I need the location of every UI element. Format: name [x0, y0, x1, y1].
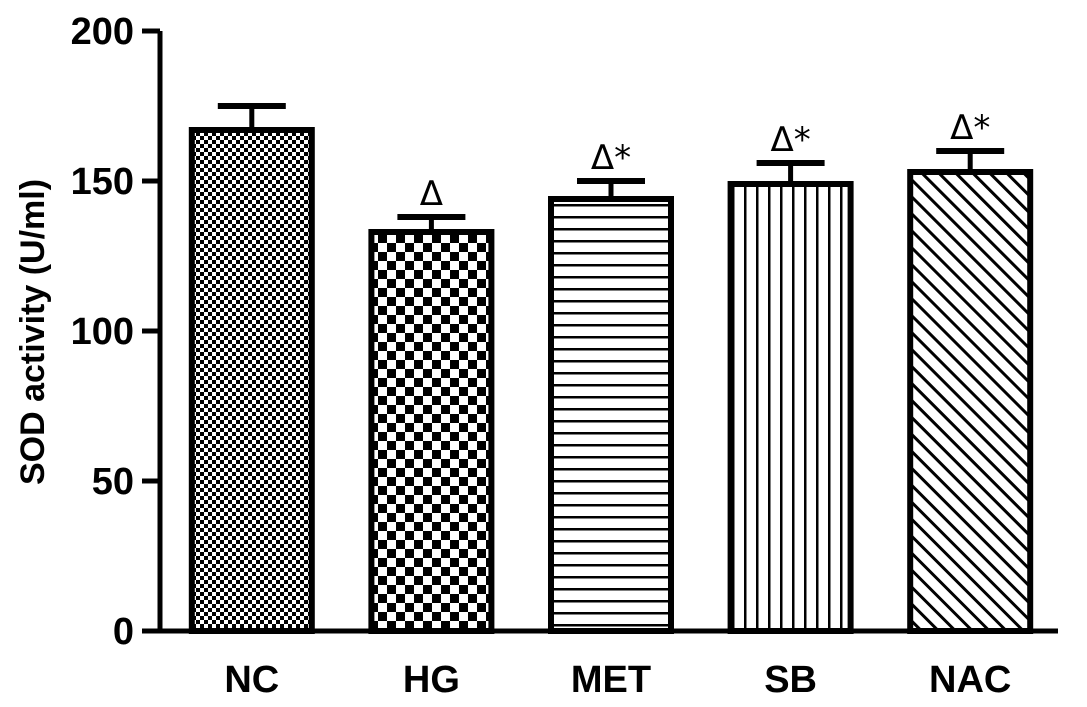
y-tick-label: 0 [113, 611, 134, 653]
x-category-label: HG [403, 659, 460, 701]
significance-annotation: Δ* [770, 120, 810, 160]
significance-annotation: Δ* [950, 108, 990, 148]
x-category-label: NAC [929, 659, 1011, 701]
x-category-label: MET [571, 659, 651, 701]
bars: Δ Δ* Δ* Δ* [188, 103, 1034, 634]
y-tick-label: 150 [71, 161, 134, 203]
bar-nac [907, 169, 1034, 634]
y-axis-title: SOD activity (U/ml) [14, 179, 52, 485]
x-axis-labels: NC HG MET SB NAC [224, 659, 1011, 701]
x-category-label: NC [224, 659, 279, 701]
bar-met [548, 196, 674, 634]
y-axis-ticks: 0 50 100 150 200 [71, 11, 160, 653]
y-tick-label: 200 [71, 11, 134, 53]
significance-annotation: Δ* [591, 138, 631, 178]
bar-nc [188, 127, 315, 634]
bar-hg [368, 229, 495, 634]
y-tick-label: 50 [92, 461, 134, 503]
x-category-label: SB [764, 659, 817, 701]
bar-sb [727, 181, 854, 634]
significance-annotation: Δ [420, 174, 443, 214]
y-tick-label: 100 [71, 311, 134, 353]
